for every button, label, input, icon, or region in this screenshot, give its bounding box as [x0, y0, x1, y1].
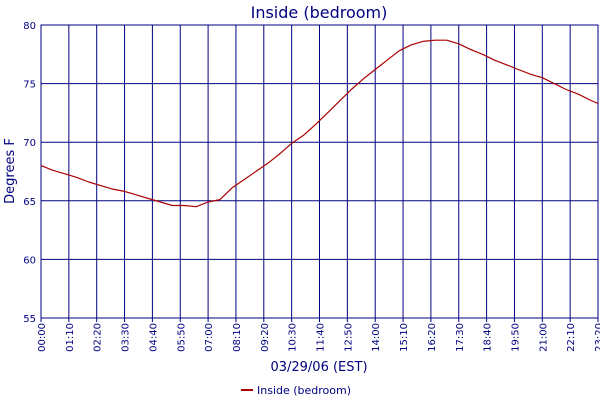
y-axis: 55 60 65 70 75 80 [23, 21, 36, 325]
x-tick-label: 17:30 [455, 323, 466, 352]
chart-title: Inside (bedroom) [251, 3, 388, 22]
x-tick-label: 00:00 [37, 323, 48, 352]
y-tick-label: 75 [23, 80, 36, 91]
x-tick-label: 07:00 [204, 323, 215, 352]
series-lines [40, 39, 599, 208]
x-tick-label: 23:20 [594, 323, 600, 352]
x-tick-label: 05:50 [176, 323, 187, 352]
legend-label: Inside (bedroom) [257, 384, 351, 397]
x-tick-label: 09:20 [260, 323, 271, 352]
x-tick-label: 19:50 [510, 323, 521, 352]
x-tick-label: 10:30 [288, 323, 299, 352]
y-axis-title: Degrees F [3, 138, 18, 204]
x-axis: 00:00 01:10 02:20 03:30 04:40 05:50 07:00 08:10… [37, 318, 600, 352]
y-tick-label: 55 [23, 314, 36, 325]
y-tick-label: 70 [23, 138, 36, 149]
x-tick-label: 04:40 [148, 323, 159, 352]
x-tick-label: 02:20 [93, 323, 104, 352]
y-tick-label: 65 [23, 197, 36, 208]
x-tick-label: 14:00 [371, 323, 382, 352]
x-tick-label: 21:00 [538, 323, 549, 352]
x-tick-label: 16:20 [427, 323, 438, 352]
x-tick-label: 03:30 [121, 323, 132, 352]
legend: Inside (bedroom) [241, 384, 351, 397]
x-tick-label: 08:10 [232, 323, 243, 352]
x-tick-label: 01:10 [65, 323, 76, 352]
x-axis-title: 03/29/06 (EST) [270, 360, 367, 375]
y-tick-label: 60 [23, 255, 36, 266]
x-tick-label: 22:10 [566, 323, 577, 352]
y-tick-label: 80 [23, 21, 36, 32]
x-tick-label: 18:40 [483, 323, 494, 352]
x-tick-label: 11:40 [316, 323, 327, 352]
grid [40, 24, 599, 319]
x-tick-label: 12:50 [343, 323, 354, 352]
x-tick-label: 15:10 [399, 323, 410, 352]
series-line-0 [40, 39, 599, 208]
